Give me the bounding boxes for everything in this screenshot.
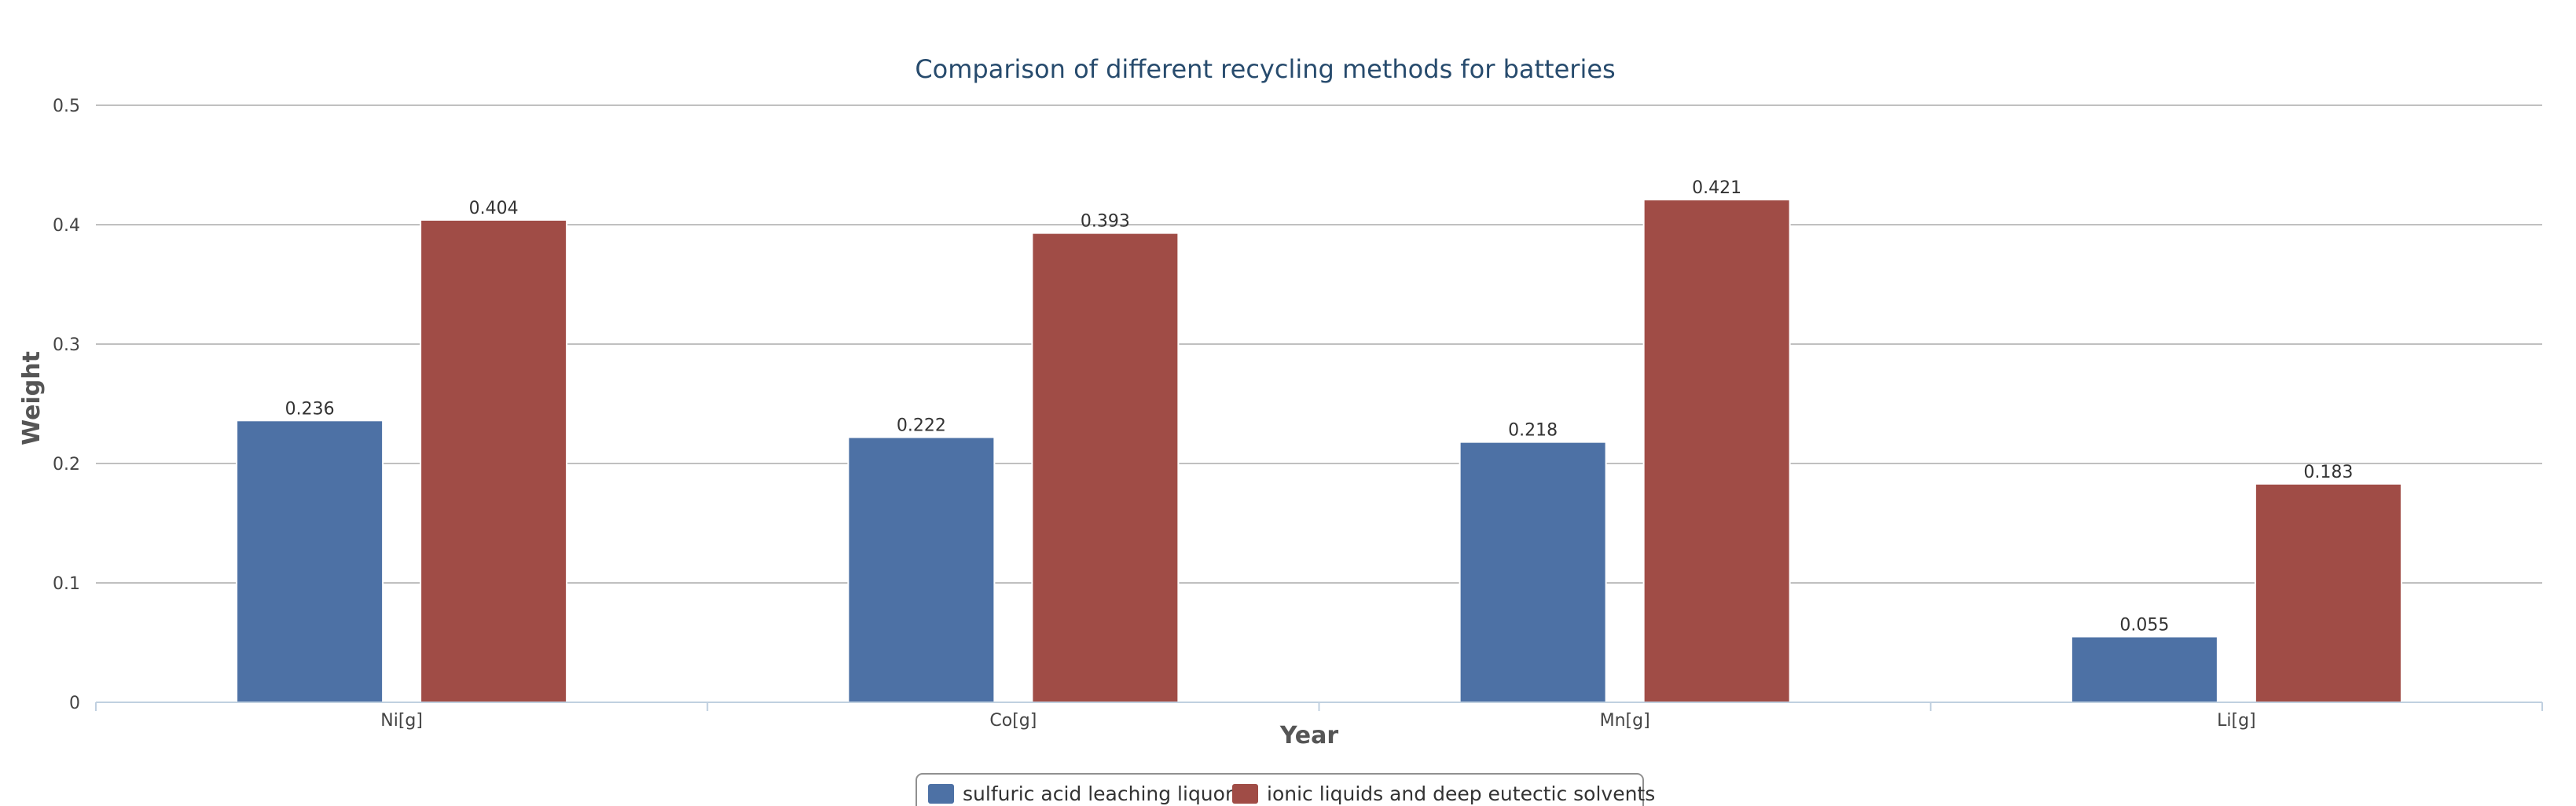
- x-axis-title: Year: [1279, 722, 1339, 749]
- data-label: 0.218: [1508, 421, 1558, 441]
- y-tick-label: 0.5: [53, 97, 80, 116]
- data-labels: 0.236 0.222 0.218 0.055 0.404 0.393 0.421 0.183: [285, 178, 2354, 635]
- data-label: 0.393: [1081, 212, 1130, 232]
- legend-box: [916, 773, 1644, 806]
- x-axis: Ni[g] Co[g] Mn[g] Li[g]: [95, 702, 2543, 731]
- bar-ionic-2: [1642, 199, 1791, 703]
- bars: [236, 199, 2402, 704]
- legend: sulfuric acid leaching liquor ionic liqui…: [916, 773, 1655, 806]
- chart-title: Comparison of different recycling method…: [915, 54, 1615, 84]
- data-label: 0.055: [2119, 615, 2169, 635]
- x-tick-label: Co[g]: [989, 711, 1037, 731]
- data-label: 0.404: [469, 199, 519, 218]
- data-label: 0.183: [2303, 463, 2353, 482]
- bar-sulfuric-1: [847, 436, 996, 703]
- x-tick-label: Li[g]: [2217, 711, 2256, 731]
- y-tick-label: 0.2: [53, 455, 80, 474]
- legend-swatch: [1232, 784, 1258, 804]
- y-tick-label: 0.1: [53, 574, 80, 594]
- y-tick-label: 0.4: [53, 216, 80, 236]
- bar-ionic-1: [1031, 232, 1180, 703]
- y-tick-label: 0: [69, 694, 80, 713]
- bar-sulfuric-2: [1459, 441, 1607, 703]
- legend-swatch: [928, 784, 954, 804]
- bar-sulfuric-3: [2070, 636, 2218, 704]
- x-tick-label: Mn[g]: [1600, 711, 1650, 731]
- legend-label: ionic liquids and deep eutectic solvents: [1267, 782, 1655, 805]
- bar-ionic-0: [420, 218, 568, 704]
- data-label: 0.421: [1692, 178, 1741, 198]
- y-axis-ticks: 0 0.1 0.2 0.3 0.4 0.5: [53, 97, 80, 713]
- data-label: 0.236: [285, 399, 335, 419]
- data-label: 0.222: [897, 416, 946, 436]
- y-tick-label: 0.3: [53, 335, 80, 355]
- y-axis-title: Weight: [18, 351, 46, 445]
- x-tick-label: Ni[g]: [380, 711, 423, 731]
- legend-label: sulfuric acid leaching liquor: [963, 782, 1234, 805]
- bar-ionic-3: [2254, 482, 2402, 704]
- bar-sulfuric-0: [236, 419, 384, 704]
